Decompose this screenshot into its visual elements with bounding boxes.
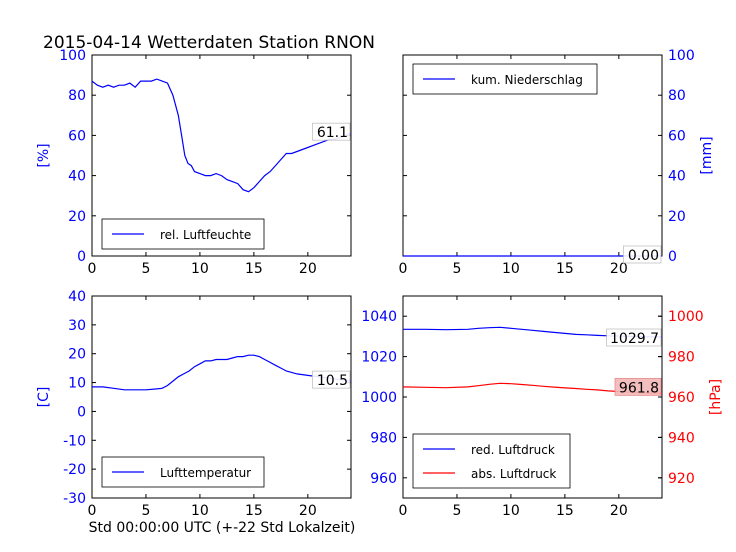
x-tick-label: 0 <box>399 261 408 277</box>
legend-label: red. Luftdruck <box>471 443 555 457</box>
y-tick-label: 20 <box>68 347 86 363</box>
x-tick-label: 20 <box>299 261 317 277</box>
legend-label: kum. Niederschlag <box>471 73 583 87</box>
y-axis-label-right: [hPa] <box>708 379 724 415</box>
x-tick-label: 5 <box>141 261 150 277</box>
x-tick-label: 10 <box>502 503 520 519</box>
value-readout-right-box <box>614 377 662 396</box>
x-tick-label: 5 <box>452 503 461 519</box>
legend-precip: kum. Niederschlag <box>412 63 598 95</box>
y-tick-label: 960 <box>370 471 397 487</box>
value-readout: 10.5 <box>317 373 348 389</box>
y-tick-label: 80 <box>68 88 86 104</box>
y-tick-label: 60 <box>68 128 86 144</box>
x-tick-label: 15 <box>245 261 263 277</box>
value-readout-left-box <box>606 328 662 347</box>
legend-label: Lufttemperatur <box>160 466 251 480</box>
x-tick-label: 5 <box>452 261 461 277</box>
plot-frame <box>91 54 352 257</box>
value-readout-box <box>623 245 662 264</box>
y-right-tick-label: 960 <box>668 390 695 406</box>
y-tick-label: 980 <box>370 430 397 446</box>
x-tick-label: 20 <box>299 503 317 519</box>
panel-humidity: 0 5 10 15 20 0 20 40 60 80 100 [%] 61.1 rel. Luftfeuc… <box>36 48 352 277</box>
value-readout-left: 1029.7 <box>610 331 659 347</box>
panel-precip: 0 5 10 15 20 0 20 40 60 80 100 [mm] 0.00 kum. Nieders… <box>399 48 715 277</box>
panel-temperature: 0 5 10 15 20 -30 -20 -10 0 10 20 30 40 [C] 10.5 Lufttem… <box>36 289 352 519</box>
legend-label: abs. Luftdruck <box>471 467 556 481</box>
series-line-temperature-0 <box>92 354 352 391</box>
legend-humidity: rel. Luftfeuchte <box>101 218 265 250</box>
legend-label: rel. Luftfeuchte <box>160 228 251 242</box>
x-tick-label: 0 <box>88 503 97 519</box>
x-tick-label: 0 <box>88 261 97 277</box>
x-tick-label: 20 <box>610 261 628 277</box>
y-tick-label: 80 <box>668 88 686 104</box>
series-line-humidity-0 <box>91 78 352 193</box>
x-tick-label: 5 <box>141 503 150 519</box>
y-axis-label: [%] <box>36 143 52 167</box>
y-right-tick-label: 920 <box>668 471 695 487</box>
y-tick-label: -20 <box>63 462 86 478</box>
figure-title: 2015-04-14 Wetterdaten Station RNON <box>43 33 375 53</box>
y-tick-label: 0 <box>668 249 677 265</box>
y-tick-label: 30 <box>68 318 86 334</box>
y-tick-label: 10 <box>68 376 86 392</box>
value-readout-right: 961.8 <box>619 380 659 396</box>
legend-temperature: Lufttemperatur <box>101 456 265 488</box>
y-right-tick-label: 940 <box>668 430 695 446</box>
x-tick-label: 20 <box>610 503 628 519</box>
value-readout-box <box>311 370 351 389</box>
y-tick-label: 0 <box>77 249 86 265</box>
y-tick-label: 1040 <box>361 309 397 325</box>
y-tick-label: 1020 <box>361 350 397 366</box>
legend-box <box>412 433 571 489</box>
value-readout: 61.1 <box>317 125 348 141</box>
x-tick-label: 15 <box>556 261 574 277</box>
x-axis-label: Std 00:00:00 UTC (+-22 Std Lokalzeit) <box>89 520 356 536</box>
x-tick-label: 10 <box>191 261 209 277</box>
y-tick-label: 40 <box>68 169 86 185</box>
legend-box <box>412 63 598 95</box>
y-tick-label: 0 <box>77 404 86 420</box>
y-tick-label: -30 <box>63 491 86 507</box>
legend-box <box>101 218 265 250</box>
y-tick-label: 20 <box>68 209 86 225</box>
y-tick-label: 100 <box>59 48 86 64</box>
y-right-tick-label: 1000 <box>668 309 704 325</box>
y-tick-label: 1000 <box>361 390 397 406</box>
y-axis-label: [C] <box>36 387 52 408</box>
x-tick-label: 15 <box>556 503 574 519</box>
y-tick-label: 100 <box>668 48 695 64</box>
y-tick-label: 60 <box>668 128 686 144</box>
y-tick-label: 40 <box>668 169 686 185</box>
x-tick-label: 15 <box>245 503 263 519</box>
y-tick-label: 20 <box>668 209 686 225</box>
panel-pressure: 0 5 10 15 20 960 980 1000 1020 1040 920 940 960 980 10… <box>361 295 724 519</box>
x-tick-label: 0 <box>399 503 408 519</box>
value-readout: 0.00 <box>628 248 659 264</box>
x-tick-label: 10 <box>191 503 209 519</box>
y-tick-label: -10 <box>63 433 86 449</box>
y-right-tick-label: 980 <box>668 350 695 366</box>
plot-frame <box>91 295 352 499</box>
y-axis-label: [mm] <box>699 136 715 174</box>
value-readout-box <box>311 122 351 141</box>
x-tick-label: 10 <box>502 261 520 277</box>
legend-pressure: red. Luftdruck abs. Luftdruck <box>412 433 571 489</box>
y-tick-label: 40 <box>68 289 86 305</box>
